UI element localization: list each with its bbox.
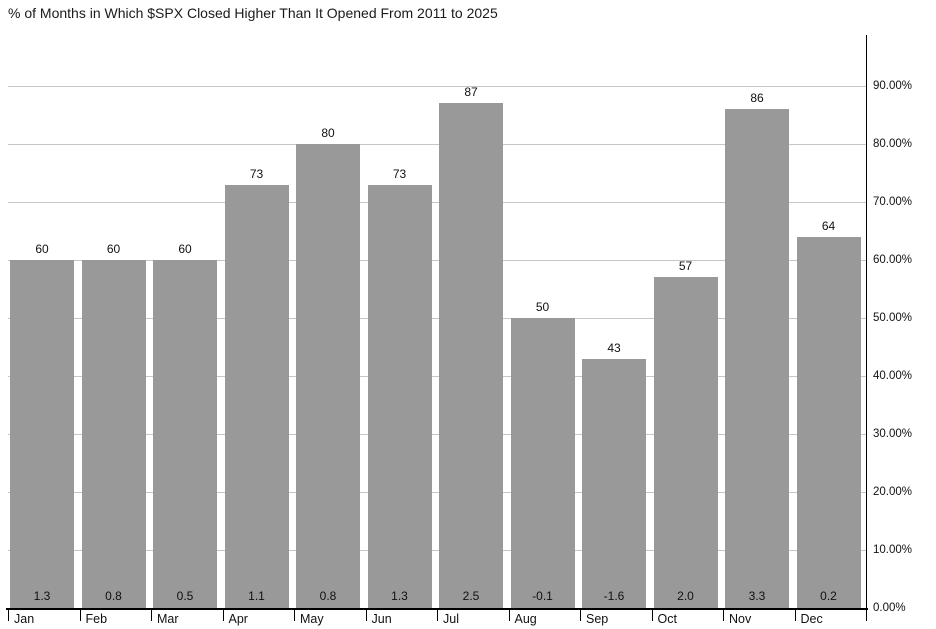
bar-value-label: 43	[607, 340, 621, 355]
x-axis-tick	[580, 608, 581, 621]
bar-value-label: 86	[750, 91, 764, 106]
x-axis-tick-label: Nov	[729, 612, 752, 626]
y-axis-tick-label: 20.00%	[873, 486, 913, 498]
x-axis-tick	[866, 608, 867, 621]
bar-mar	[153, 260, 217, 608]
bar-value-label: 87	[464, 85, 478, 100]
bar-bottom-value-label: -0.1	[532, 589, 553, 603]
bar-bottom-value-label: 2.0	[677, 589, 694, 603]
gridline	[8, 144, 866, 145]
x-axis-tick	[651, 608, 653, 621]
bar-bottom-value-label: 1.1	[248, 589, 265, 603]
bar-bottom-value-label: 0.8	[105, 589, 122, 603]
bar-aug	[510, 318, 575, 608]
x-axis-tick	[151, 608, 152, 621]
bar-bottom-value-label: 0.5	[176, 589, 194, 603]
bar-value-label: 73	[392, 166, 407, 181]
bar-oct	[653, 277, 718, 608]
x-axis-tick	[79, 608, 81, 621]
gridline	[8, 376, 866, 377]
bar-value-label: 80	[321, 126, 335, 140]
bar-bottom-value-label: -1.6	[603, 589, 625, 603]
gridline	[8, 492, 866, 493]
gridline	[8, 260, 866, 261]
bar-value-label: 57	[678, 259, 693, 274]
bar-feb	[81, 260, 146, 608]
y-axis-tick-label: 10.00%	[873, 544, 913, 556]
bar-bottom-value-label: 0.8	[319, 589, 337, 603]
x-axis-tick-label: Jul	[443, 612, 459, 626]
bar-bottom-value-label: 3.3	[748, 589, 766, 603]
bar-bottom-value-label: 1.3	[33, 589, 51, 603]
y-axis-tick-label: 90.00%	[873, 80, 913, 92]
bar-dec	[796, 236, 861, 608]
x-axis-tick	[723, 608, 724, 621]
bar-value-label: 60	[178, 242, 192, 256]
x-axis-tick-label: Aug	[514, 612, 537, 626]
bar-jun	[367, 184, 432, 608]
gridline	[8, 318, 866, 319]
bar-bottom-value-label: 2.5	[462, 589, 480, 603]
y-axis-tick-label: 60.00%	[873, 254, 913, 266]
bar-jan	[10, 260, 74, 608]
x-axis-tick-label: May	[300, 612, 324, 626]
bar-value-label: 64	[821, 218, 836, 233]
bar-sep	[582, 358, 646, 608]
x-axis-tick-label: Sep	[586, 612, 609, 626]
x-axis-tick	[8, 608, 9, 621]
y-axis-tick-label: 50.00%	[873, 312, 913, 324]
y-axis-tick-label: 80.00%	[873, 138, 913, 150]
y-axis-tick-label: 40.00%	[873, 370, 913, 382]
x-axis-tick	[222, 608, 224, 621]
x-axis-tick-label: Dec	[800, 612, 823, 626]
gridline	[8, 86, 866, 87]
bar-apr	[224, 184, 289, 608]
y-axis-tick-label: 70.00%	[873, 196, 913, 208]
x-axis-tick	[294, 608, 295, 621]
y-axis-tick-label: 0.00%	[873, 602, 906, 614]
x-axis-tick	[508, 608, 510, 621]
x-axis-tick-label: Feb	[85, 612, 108, 626]
bar-value-label: 60	[35, 242, 49, 256]
x-axis-tick-label: Jun	[371, 612, 392, 626]
bar-jul	[439, 103, 503, 608]
chart-title: % of Months in Which $SPX Closed Higher …	[8, 5, 498, 21]
bar-value-label: 60	[106, 242, 121, 256]
y-axis-line	[866, 35, 867, 610]
x-axis-tick	[437, 608, 438, 621]
x-axis-tick	[365, 608, 367, 621]
x-axis-tick-label: Mar	[157, 612, 179, 626]
y-axis-tick-label: 30.00%	[873, 428, 913, 440]
bar-bottom-value-label: 1.3	[391, 589, 408, 603]
x-axis-tick-label: Oct	[657, 612, 677, 626]
x-axis-tick-label: Jan	[14, 612, 35, 626]
bar-nov	[725, 109, 789, 608]
gridline	[8, 434, 866, 435]
x-axis-tick-label: Apr	[228, 612, 248, 626]
gridline	[8, 550, 866, 551]
x-axis-tick	[794, 608, 796, 621]
bar-value-label: 73	[249, 166, 264, 181]
bar-may	[296, 144, 360, 608]
bar-value-label: 50	[535, 300, 550, 314]
gridline	[8, 202, 866, 203]
bar-bottom-value-label: 0.2	[820, 589, 837, 603]
